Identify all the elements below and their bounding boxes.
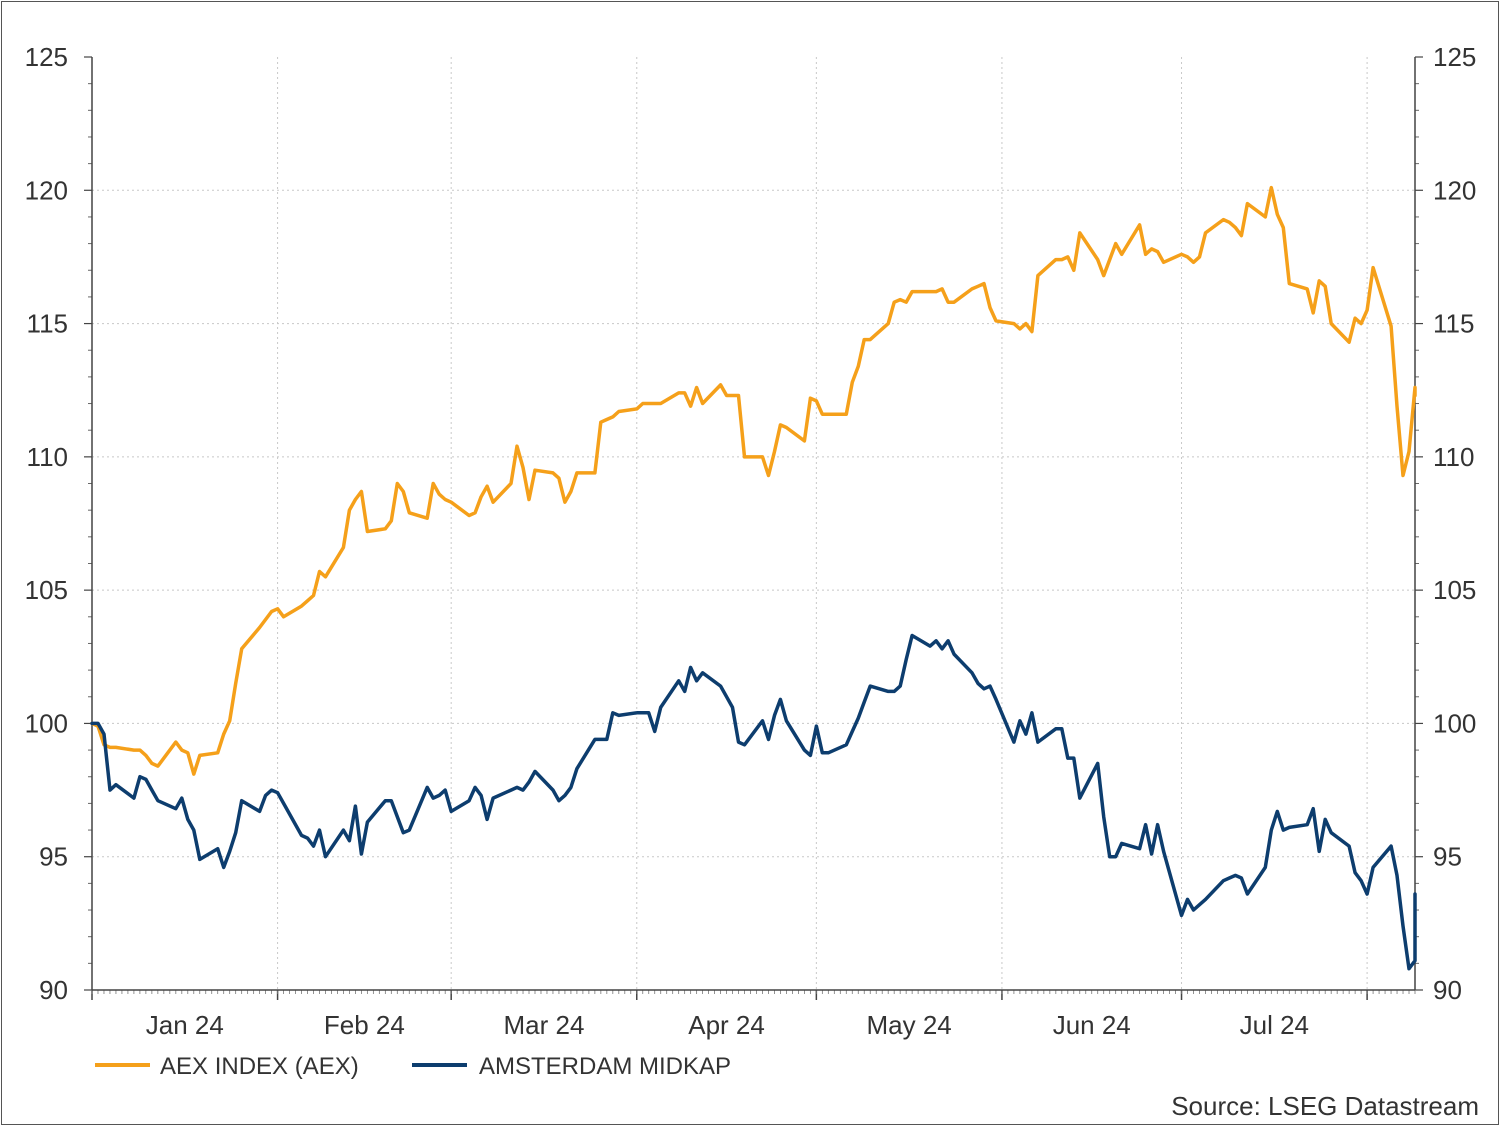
y-tick-label-right: 105 (1433, 575, 1476, 605)
axes: 90 90 95 95 100 100 105 105 110 110 115 115 120 120 12… (25, 42, 1477, 1040)
y-tick-label-right: 100 (1433, 708, 1476, 738)
source-label: Source: LSEG Datastream (1171, 1091, 1479, 1121)
y-tick-label-right: 90 (1433, 975, 1462, 1005)
y-tick-label-left: 100 (25, 708, 68, 738)
y-tick-label-right: 95 (1433, 842, 1462, 872)
x-tick-label: Mar 24 (504, 1010, 585, 1040)
y-tick-label-right: 115 (1433, 309, 1474, 339)
y-tick-label-left: 105 (25, 575, 68, 605)
series-line-aex-index-aex (90, 185, 1417, 776)
y-tick-label-left: 90 (39, 975, 68, 1005)
legend-label-aex: AEX INDEX (AEX) (160, 1053, 359, 1080)
legend: AEX INDEX (AEX) AMSTERDAM MIDKAP (95, 1053, 731, 1080)
grid (92, 57, 1415, 990)
y-tick-label-left: 120 (25, 175, 68, 205)
x-tick-label: May 24 (867, 1010, 952, 1040)
x-tick-label: Feb 24 (324, 1010, 405, 1040)
y-tick-label-left: 110 (27, 442, 68, 472)
y-tick-label-left: 115 (27, 309, 68, 339)
x-tick-label: Apr 24 (688, 1010, 765, 1040)
y-tick-label-left: 95 (39, 842, 68, 872)
series-line-amsterdam-midkap (90, 633, 1417, 971)
x-tick-label: Jun 24 (1053, 1010, 1131, 1040)
y-tick-label-right: 110 (1433, 442, 1474, 472)
y-tick-label-right: 120 (1433, 175, 1476, 205)
legend-label-midkap: AMSTERDAM MIDKAP (479, 1053, 731, 1080)
series-lines (90, 185, 1417, 971)
x-tick-label: Jul 24 (1240, 1010, 1309, 1040)
y-tick-label-right: 125 (1433, 42, 1476, 72)
x-tick-label: Jan 24 (146, 1010, 224, 1040)
y-tick-label-left: 125 (25, 42, 68, 72)
